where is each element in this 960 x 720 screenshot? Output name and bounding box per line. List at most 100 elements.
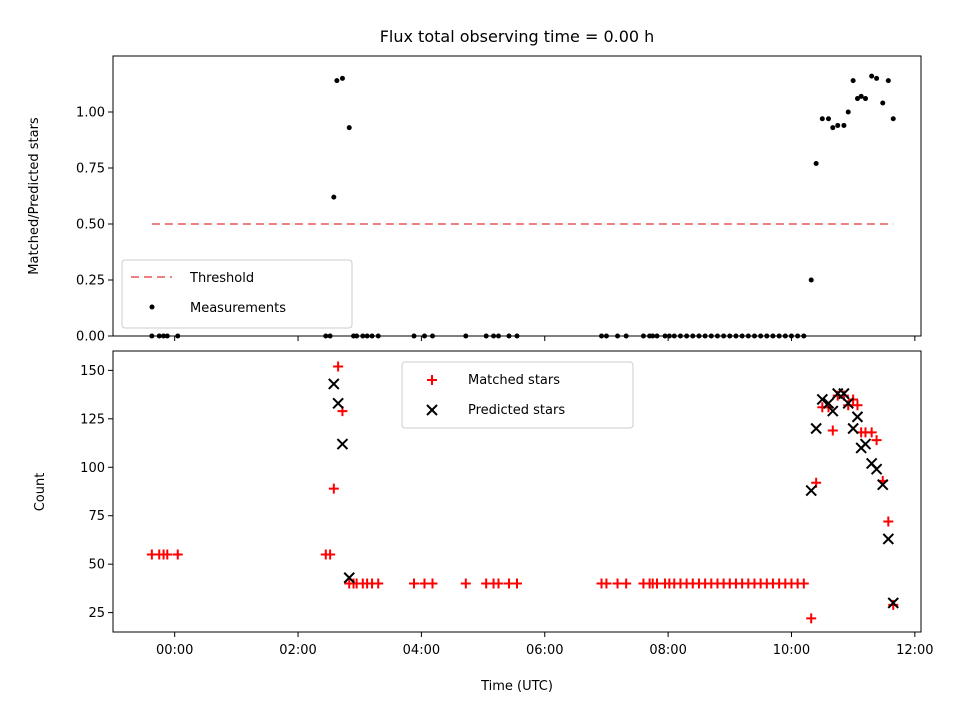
matched-star-point <box>883 516 894 527</box>
chart-title: Flux total observing time = 0.00 h <box>380 27 655 46</box>
top-y-tick-label: 0.50 <box>76 218 105 233</box>
predicted-star-point <box>343 572 355 584</box>
predicted-star-point <box>810 422 822 435</box>
predicted-star-point <box>877 479 889 491</box>
predicted-star-point <box>332 397 344 410</box>
top-y-tick-label: 0.25 <box>76 274 105 289</box>
measurement-point <box>874 75 880 81</box>
legend-matched-marker <box>427 375 437 385</box>
measurement-point <box>885 78 891 84</box>
matched-star-point <box>460 578 471 589</box>
bottom-x-tick-label: 12:00 <box>896 643 933 658</box>
measurement-point <box>331 194 337 200</box>
matched-star-point <box>333 361 344 372</box>
matched-star-point <box>162 549 173 560</box>
bottom-x-tick-label: 02:00 <box>279 643 316 658</box>
measurement-point <box>808 277 814 283</box>
measurement-point <box>845 109 851 115</box>
measurement-point <box>869 73 875 79</box>
legend-measurements-swatch <box>149 304 155 310</box>
legend-predicted-marker <box>426 404 438 416</box>
matched-star-point <box>427 578 438 589</box>
bottom-x-tick-label: 06:00 <box>526 643 563 658</box>
measurement-point <box>813 161 819 167</box>
matched-star-point <box>373 578 384 589</box>
top-x-axis-ticks <box>174 336 916 341</box>
bottom-panel: 25 50 75 100 125 150 00:00 02:00 04:00 06:00 08:0… <box>33 350 934 694</box>
matched-star-point <box>172 549 183 560</box>
predicted-star-point <box>882 533 895 545</box>
bottom-x-tick-label: 04:00 <box>403 643 440 658</box>
top-panel: 0.00 0.25 0.50 0.75 1.00 Matched/Predicted s… <box>27 55 922 345</box>
measurement-point <box>850 78 856 84</box>
matched-star-point <box>621 578 632 589</box>
legend-matched-label: Matched stars <box>468 373 560 388</box>
predicted-star-point <box>822 397 835 410</box>
bottom-y-tick-label: 75 <box>88 509 105 524</box>
predicted-star-point <box>805 484 817 497</box>
measurement-point <box>854 96 860 102</box>
measurement-point <box>841 122 847 128</box>
bottom-series-marks <box>146 361 899 624</box>
legend-matched-swatch <box>427 375 437 385</box>
predicted-star-point <box>838 387 850 400</box>
bottom-plot-frame <box>112 350 922 633</box>
measurement-point <box>862 96 868 102</box>
top-y-tick-label: 1.00 <box>76 106 105 121</box>
predicted-star-point <box>842 397 854 410</box>
matched-star-point <box>871 435 882 446</box>
matched-star-point <box>512 578 522 589</box>
bottom-legend: Matched stars Predicted stars <box>401 361 634 429</box>
measurement-point <box>334 78 340 84</box>
bottom-y-axis-ticks: 25 50 75 100 125 150 <box>80 364 113 621</box>
bottom-y-tick-label: 125 <box>80 412 105 427</box>
measurement-point <box>825 116 831 122</box>
bottom-x-axis-ticks: 00:00 02:00 04:00 06:00 08:00 10:00 12:00 <box>156 632 934 658</box>
top-y-axis-label: Matched/Predicted stars <box>27 117 42 275</box>
matched-star-point <box>806 613 817 624</box>
measurement-point <box>830 125 836 131</box>
measurement-point <box>819 116 825 122</box>
bottom-x-tick-label: 10:00 <box>773 643 810 658</box>
predicted-star-point <box>847 422 859 435</box>
legend-predicted-swatch <box>426 404 438 416</box>
top-plot-frame <box>112 55 922 337</box>
bottom-y-tick-label: 50 <box>88 558 105 573</box>
matched-star-point <box>328 483 339 494</box>
legend-predicted-label: Predicted stars <box>468 403 565 418</box>
bottom-y-axis-label: Count <box>33 473 48 512</box>
bottom-y-tick-label: 150 <box>80 364 105 379</box>
predicted-star-point <box>887 597 899 609</box>
predicted-star-point <box>859 438 872 450</box>
predicted-star-point <box>851 411 864 423</box>
matched-star-point <box>798 578 809 589</box>
bottom-y-tick-label: 25 <box>88 606 105 621</box>
bottom-legend-box <box>401 361 634 429</box>
matched-star-point <box>827 425 838 436</box>
predicted-star-point <box>336 438 349 450</box>
legend-threshold-label: Threshold <box>189 271 254 286</box>
predicted-star-point <box>328 378 340 390</box>
predicted-star-point <box>827 405 839 417</box>
top-y-tick-label: 0.75 <box>76 162 105 177</box>
matched-star-point <box>493 578 504 589</box>
measurement-point <box>339 75 345 81</box>
top-y-axis-ticks: 0.00 0.25 0.50 0.75 1.00 <box>76 106 113 345</box>
bottom-x-tick-label: 00:00 <box>156 643 193 658</box>
measurement-point <box>858 93 864 99</box>
measurement-point <box>880 100 886 106</box>
measurement-point <box>890 116 896 122</box>
matched-star-point <box>601 578 612 589</box>
legend-measurements-label: Measurements <box>190 301 286 316</box>
predicted-star-point <box>870 463 883 475</box>
top-y-tick-label: 0.00 <box>76 330 105 345</box>
predicted-star-point <box>816 393 829 406</box>
bottom-y-tick-label: 100 <box>80 461 105 476</box>
matched-star-point <box>408 578 419 589</box>
matched-star-point <box>325 549 336 560</box>
bottom-x-tick-label: 08:00 <box>649 643 686 658</box>
matched-star-point <box>612 578 623 589</box>
measurement-point <box>346 125 352 131</box>
measurement-point <box>835 122 841 128</box>
